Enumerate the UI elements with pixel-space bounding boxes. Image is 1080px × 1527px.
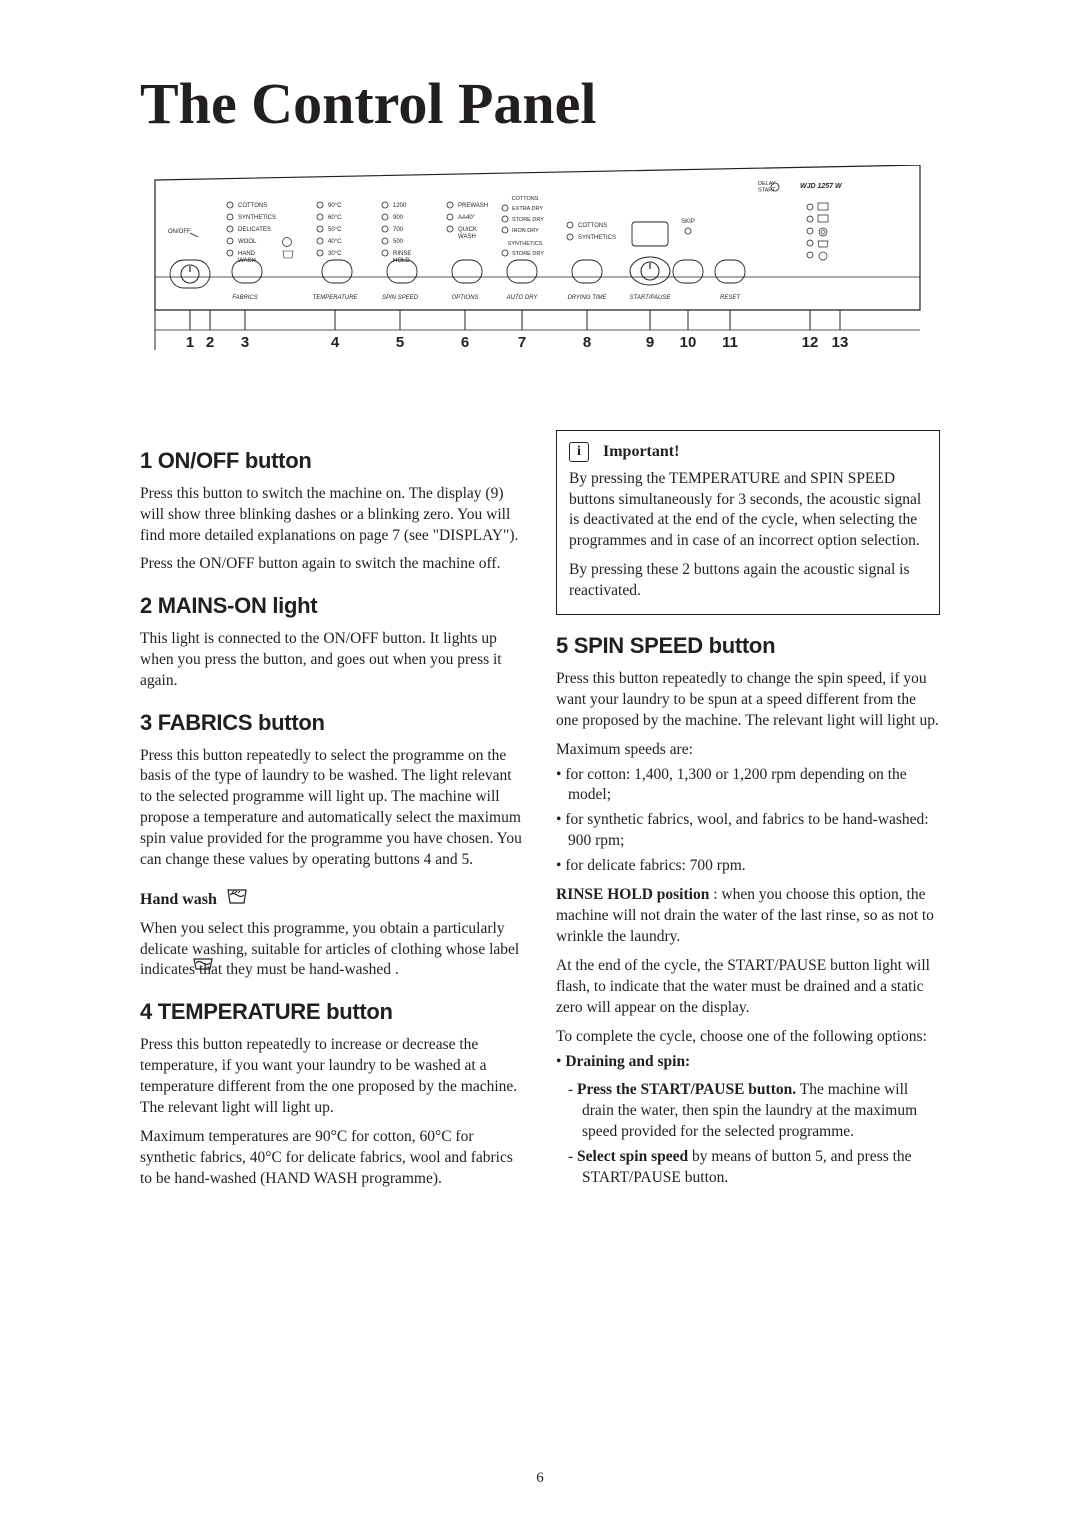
heading-spin: 5 SPIN SPEED button — [556, 631, 940, 661]
svg-text:AA40°: AA40° — [458, 215, 476, 221]
svg-text:PREWASH: PREWASH — [458, 203, 488, 209]
svg-text:SYNTHETICS: SYNTHETICS — [578, 235, 616, 241]
svg-text:500: 500 — [393, 239, 404, 245]
svg-text:WASH: WASH — [238, 258, 256, 264]
svg-text:4: 4 — [331, 334, 340, 351]
svg-text:STORE DRY: STORE DRY — [512, 217, 544, 223]
rinse-hold-p: RINSE HOLD position : when you choose th… — [556, 885, 940, 948]
svg-text:ON/OFF: ON/OFF — [168, 229, 191, 235]
svg-text:WJD 1257 W: WJD 1257 W — [800, 183, 843, 190]
svg-text:7: 7 — [518, 334, 526, 351]
heading-onoff: 1 ON/OFF button — [140, 446, 524, 476]
dash-2: - Select spin speed by means of button 5… — [568, 1147, 940, 1189]
svg-text:WASH: WASH — [458, 234, 476, 240]
info-icon: i — [569, 442, 589, 462]
page-title: The Control Panel — [140, 70, 940, 137]
svg-text:STORE DRY: STORE DRY — [512, 251, 544, 257]
svg-text:HAND: HAND — [238, 251, 256, 257]
control-panel-diagram: DELAYSTART WJD 1257 W ON/OFF COTTONS SYNTHET… — [140, 165, 940, 400]
svg-text:OPTIONS: OPTIONS — [451, 295, 478, 301]
svg-text:12: 12 — [802, 334, 819, 351]
s2-p1: This light is connected to the ON/OFF bu… — [140, 629, 524, 692]
svg-text:8: 8 — [583, 334, 591, 351]
handwash-icon — [225, 887, 249, 914]
svg-text:50°C: 50°C — [328, 227, 342, 233]
handwash-tub-icon — [192, 956, 214, 979]
s1-p1: Press this button to switch the machine … — [140, 484, 524, 547]
svg-text:40°C: 40°C — [328, 239, 342, 245]
svg-text:COTTONS: COTTONS — [512, 196, 539, 202]
svg-text:COTTONS: COTTONS — [578, 223, 607, 229]
s4-p1: Press this button repeatedly to increase… — [140, 1035, 524, 1119]
svg-text:IRON DRY: IRON DRY — [512, 228, 539, 234]
svg-text:RESET: RESET — [720, 295, 741, 301]
svg-text:EXTRA DRY: EXTRA DRY — [512, 206, 543, 212]
heading-temperature: 4 TEMPERATURE button — [140, 997, 524, 1027]
svg-text:3: 3 — [241, 334, 249, 351]
important-p1: By pressing the TEMPERATURE and SPIN SPE… — [569, 469, 927, 553]
svg-text:2: 2 — [206, 334, 214, 351]
heading-mains: 2 MAINS-ON light — [140, 591, 524, 621]
s5-p1: Press this button repeatedly to change t… — [556, 669, 940, 732]
important-p2: By pressing these 2 buttons again the ac… — [569, 560, 927, 602]
svg-text:30°C: 30°C — [328, 251, 342, 257]
svg-text:SYNTHETICS: SYNTHETICS — [508, 241, 543, 247]
s1-p2: Press the ON/OFF button again to switch … — [140, 554, 524, 575]
svg-text:10: 10 — [680, 334, 697, 351]
svg-text:FABRICS: FABRICS — [232, 295, 258, 301]
svg-text:DRYING TIME: DRYING TIME — [567, 295, 607, 301]
spin-bullets: for cotton: 1,400, 1,300 or 1,200 rpm de… — [556, 765, 940, 878]
svg-text:9: 9 — [646, 334, 654, 351]
bullet-delicate: for delicate fabrics: 700 rpm. — [556, 856, 940, 877]
svg-text:700: 700 — [393, 227, 404, 233]
drain-spin-bullet: Draining and spin: — [556, 1052, 940, 1073]
s3-p2: When you select this programme, you obta… — [140, 919, 524, 982]
handwash-label: Hand wash — [140, 889, 217, 911]
svg-text:11: 11 — [722, 334, 738, 351]
svg-text:START/PAUSE: START/PAUSE — [630, 295, 672, 301]
left-column: 1 ON/OFF button Press this button to swi… — [140, 430, 524, 1198]
svg-text:QUICK: QUICK — [458, 227, 477, 233]
s4-p2: Maximum temperatures are 90°C for cotton… — [140, 1127, 524, 1190]
svg-text:SKIP: SKIP — [681, 219, 695, 225]
svg-text:5: 5 — [396, 334, 404, 351]
svg-text:DELICATES: DELICATES — [238, 227, 271, 233]
important-label: Important! — [603, 443, 679, 460]
svg-text:1: 1 — [186, 334, 194, 351]
svg-text:6: 6 — [461, 334, 469, 351]
svg-text:60°C: 60°C — [328, 215, 342, 221]
svg-text:13: 13 — [832, 334, 849, 351]
right-column: i Important! By pressing the TEMPERATURE… — [556, 430, 940, 1198]
svg-text:WOOL: WOOL — [238, 239, 257, 245]
svg-text:90°C: 90°C — [328, 203, 342, 209]
heading-fabrics: 3 FABRICS button — [140, 708, 524, 738]
dash-1: - Press the START/PAUSE button. The mach… — [568, 1080, 940, 1143]
drain-spin-dashes: - Press the START/PAUSE button. The mach… — [556, 1080, 940, 1189]
svg-text:HOLD: HOLD — [393, 258, 410, 264]
bullet-synth: for synthetic fabrics, wool, and fabrics… — [556, 810, 940, 852]
svg-text:AUTO DRY: AUTO DRY — [506, 295, 539, 301]
svg-text:DELAY: DELAY — [758, 181, 776, 187]
s5-p2: Maximum speeds are: — [556, 740, 940, 761]
svg-text:SPIN SPEED: SPIN SPEED — [382, 295, 419, 301]
s5-p4: At the end of the cycle, the START/PAUSE… — [556, 956, 940, 1019]
svg-text:SYNTHETICS: SYNTHETICS — [238, 215, 276, 221]
svg-text:900: 900 — [393, 215, 404, 221]
important-box: i Important! By pressing the TEMPERATURE… — [556, 430, 940, 615]
s5-p5: To complete the cycle, choose one of the… — [556, 1027, 940, 1048]
s3-p1: Press this button repeatedly to select t… — [140, 746, 524, 872]
svg-text:1200: 1200 — [393, 203, 407, 209]
svg-text:COTTONS: COTTONS — [238, 203, 267, 209]
page-number: 6 — [536, 1470, 544, 1487]
bullet-cotton: for cotton: 1,400, 1,300 or 1,200 rpm de… — [556, 765, 940, 807]
svg-text:TEMPERATURE: TEMPERATURE — [313, 295, 359, 301]
svg-text:RINSE: RINSE — [393, 251, 411, 257]
svg-text:START: START — [758, 188, 776, 194]
